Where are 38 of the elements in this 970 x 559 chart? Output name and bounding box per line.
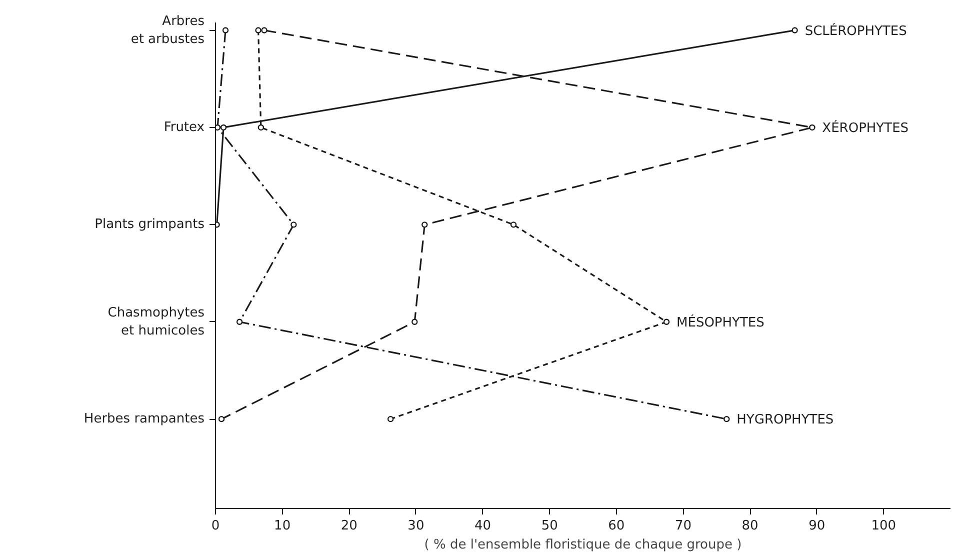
point bbox=[220, 124, 227, 131]
y-tick-label: Plants grimpants bbox=[94, 217, 205, 232]
point bbox=[290, 222, 297, 228]
point bbox=[422, 222, 428, 228]
point bbox=[387, 416, 394, 422]
x-tick-label: 30 bbox=[408, 518, 424, 534]
point bbox=[412, 318, 418, 325]
point bbox=[236, 318, 243, 325]
x-tick-label: 80 bbox=[742, 518, 758, 534]
x-tick-label: 20 bbox=[340, 518, 358, 534]
x-tick-label: 50 bbox=[541, 518, 558, 534]
point bbox=[724, 416, 730, 422]
series-label: XÉROPHYTES bbox=[822, 118, 909, 136]
series-label: MÉSOPHYTES bbox=[676, 313, 764, 330]
point bbox=[261, 27, 268, 34]
x-tick-label: 0 bbox=[211, 518, 220, 534]
y-tick-label: Frutex bbox=[164, 120, 205, 135]
x-tick-label: 40 bbox=[474, 518, 492, 534]
x-tick-label: 60 bbox=[608, 518, 625, 534]
y-tick-label: Herbes rampantes bbox=[84, 412, 205, 427]
point bbox=[510, 222, 517, 228]
point bbox=[663, 318, 670, 325]
x-tick-label: 90 bbox=[808, 518, 826, 534]
point bbox=[809, 124, 816, 131]
y-tick-label: Arbres et arbustes bbox=[130, 14, 205, 47]
point bbox=[255, 27, 262, 34]
x-tick-label: 70 bbox=[674, 518, 692, 534]
point bbox=[792, 27, 798, 34]
point bbox=[258, 124, 264, 131]
point bbox=[216, 124, 221, 131]
x-axis-title: ( % de l'ensemble floristique de chaque groupe ) bbox=[424, 538, 742, 552]
series-label: HYGROPHYTES bbox=[736, 412, 834, 428]
x-tick-label: 10 bbox=[274, 518, 291, 534]
y-tick-label: Chasmophytes et humicoles bbox=[108, 305, 205, 338]
point bbox=[218, 416, 225, 422]
x-tick-label: 100 bbox=[871, 518, 896, 534]
point bbox=[222, 27, 229, 34]
series-label: SCLÉROPHYTES bbox=[804, 22, 907, 39]
